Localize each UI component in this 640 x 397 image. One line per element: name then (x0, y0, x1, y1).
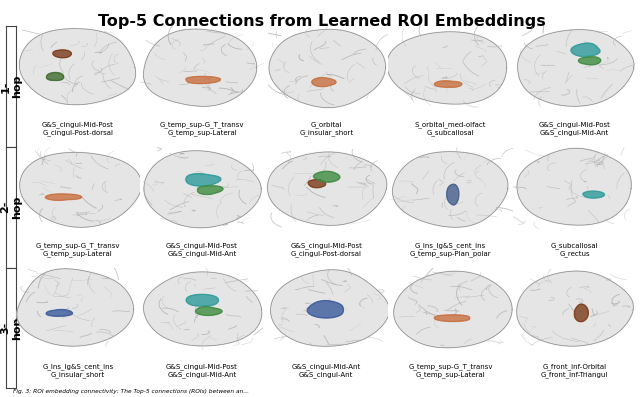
Polygon shape (269, 29, 385, 108)
Polygon shape (198, 186, 223, 195)
Text: G_orbital
G_insular_short: G_orbital G_insular_short (299, 121, 353, 137)
Text: G_front_inf-Orbital
G_front_inf-Triangul: G_front_inf-Orbital G_front_inf-Triangul (541, 363, 609, 378)
Text: S_orbital_med-olfact
G_subcallosal: S_orbital_med-olfact G_subcallosal (415, 121, 486, 137)
Polygon shape (392, 152, 508, 227)
Polygon shape (308, 179, 326, 188)
Polygon shape (435, 315, 470, 322)
Polygon shape (271, 270, 389, 346)
Text: G_temp_sup-G_T_transv
G_temp_sup-Lateral: G_temp_sup-G_T_transv G_temp_sup-Lateral (408, 363, 493, 378)
Text: 3-
hop: 3- hop (0, 316, 22, 340)
Polygon shape (144, 151, 261, 228)
Polygon shape (45, 194, 81, 200)
Polygon shape (518, 30, 634, 106)
Text: G_Ins_lg&S_cent_ins
G_temp_sup-Plan_polar: G_Ins_lg&S_cent_ins G_temp_sup-Plan_pola… (410, 242, 492, 257)
Polygon shape (574, 304, 588, 322)
Polygon shape (47, 73, 63, 81)
Polygon shape (387, 32, 507, 104)
Polygon shape (307, 301, 343, 318)
Polygon shape (517, 148, 631, 225)
Polygon shape (583, 191, 605, 198)
Text: G&S_cingul-Mid-Post
G_cingul-Post-dorsal: G&S_cingul-Mid-Post G_cingul-Post-dorsal (42, 121, 114, 137)
Text: Top-5 Connections from Learned ROI Embeddings: Top-5 Connections from Learned ROI Embed… (98, 13, 545, 29)
Polygon shape (516, 271, 634, 346)
Text: G_temp_sup-G_T_transv
G_temp_sup-Lateral: G_temp_sup-G_T_transv G_temp_sup-Lateral (160, 121, 244, 137)
Polygon shape (435, 81, 462, 87)
Text: G&S_cingul-Mid-Post
G&S_cingul-Mid-Ant: G&S_cingul-Mid-Post G&S_cingul-Mid-Ant (539, 121, 611, 137)
Polygon shape (312, 78, 336, 87)
Polygon shape (268, 152, 387, 225)
Text: G&S_cingul-Mid-Post
G&S_cingul-Mid-Ant: G&S_cingul-Mid-Post G&S_cingul-Mid-Ant (166, 363, 238, 378)
Polygon shape (46, 310, 72, 316)
Polygon shape (143, 29, 257, 106)
Text: G_subcallosal
G_rectus: G_subcallosal G_rectus (551, 242, 598, 257)
Polygon shape (17, 269, 134, 346)
Polygon shape (186, 294, 218, 306)
Polygon shape (314, 171, 340, 182)
Polygon shape (571, 43, 600, 56)
Text: 1-
hop: 1- hop (0, 75, 22, 98)
Polygon shape (447, 184, 459, 205)
Text: G_Ins_lg&S_cent_ins
G_insular_short: G_Ins_lg&S_cent_ins G_insular_short (42, 363, 113, 378)
Text: G&S_cingul-Mid-Post
G&S_cingul-Mid-Ant: G&S_cingul-Mid-Post G&S_cingul-Mid-Ant (166, 242, 238, 257)
Text: 2-
hop: 2- hop (0, 195, 22, 219)
Polygon shape (186, 173, 221, 186)
Polygon shape (53, 50, 71, 58)
Text: G&S_cingul-Mid-Ant
G&S_cingul-Ant: G&S_cingul-Mid-Ant G&S_cingul-Ant (292, 363, 361, 378)
Polygon shape (196, 306, 222, 315)
Polygon shape (186, 76, 220, 84)
Polygon shape (394, 271, 512, 348)
Text: G_temp_sup-G_T_transv
G_temp_sup-Lateral: G_temp_sup-G_T_transv G_temp_sup-Lateral (36, 242, 120, 257)
Polygon shape (579, 57, 601, 65)
Text: Fig. 3: ROI embedding connectivity: The Top-5 connections (ROIs) between an...: Fig. 3: ROI embedding connectivity: The … (13, 389, 249, 394)
Text: G&S_cingul-Mid-Post
G_cingul-Post-dorsal: G&S_cingul-Mid-Post G_cingul-Post-dorsal (291, 242, 362, 257)
Polygon shape (19, 29, 136, 105)
Polygon shape (20, 152, 141, 227)
Polygon shape (143, 272, 262, 346)
